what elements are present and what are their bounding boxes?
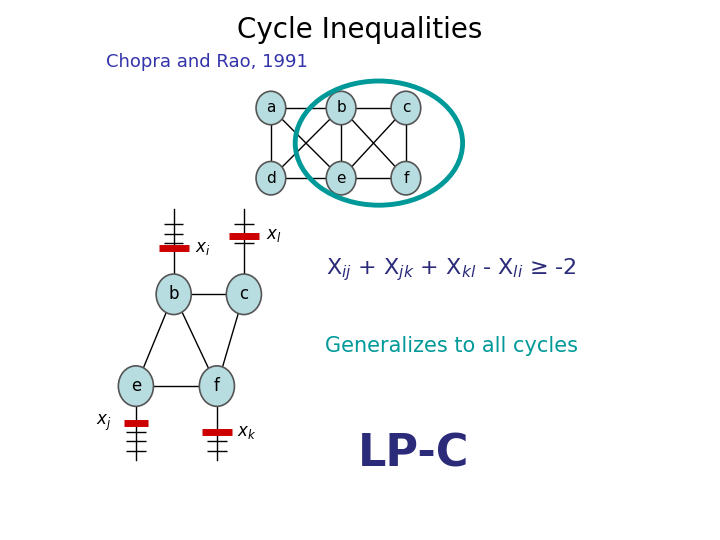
Text: Chopra and Rao, 1991: Chopra and Rao, 1991 — [107, 53, 308, 71]
Ellipse shape — [326, 161, 356, 195]
Text: X$_{ij}$ + X$_{jk}$ + X$_{kl}$ - X$_{li}$ ≥ -2: X$_{ij}$ + X$_{jk}$ + X$_{kl}$ - X$_{li}… — [326, 256, 577, 284]
Text: f: f — [214, 377, 220, 395]
Ellipse shape — [391, 161, 420, 195]
Text: f: f — [403, 171, 408, 186]
Ellipse shape — [256, 91, 286, 125]
Text: $x_j$: $x_j$ — [96, 413, 112, 433]
Text: b: b — [168, 285, 179, 303]
Ellipse shape — [391, 91, 420, 125]
Ellipse shape — [156, 274, 192, 314]
Ellipse shape — [256, 161, 286, 195]
Text: b: b — [336, 100, 346, 116]
Text: d: d — [266, 171, 276, 186]
Ellipse shape — [199, 366, 235, 407]
Ellipse shape — [326, 91, 356, 125]
Text: c: c — [402, 100, 410, 116]
Text: Generalizes to all cycles: Generalizes to all cycles — [325, 335, 578, 356]
Ellipse shape — [118, 366, 153, 407]
Text: $x_k$: $x_k$ — [238, 423, 257, 441]
Text: e: e — [336, 171, 346, 186]
Text: a: a — [266, 100, 276, 116]
Ellipse shape — [226, 274, 261, 314]
Text: $x_i$: $x_i$ — [195, 239, 211, 257]
Text: c: c — [239, 285, 248, 303]
Text: e: e — [131, 377, 141, 395]
Text: LP-C: LP-C — [359, 432, 469, 475]
Text: $x_l$: $x_l$ — [266, 226, 281, 244]
Text: Cycle Inequalities: Cycle Inequalities — [238, 16, 482, 44]
